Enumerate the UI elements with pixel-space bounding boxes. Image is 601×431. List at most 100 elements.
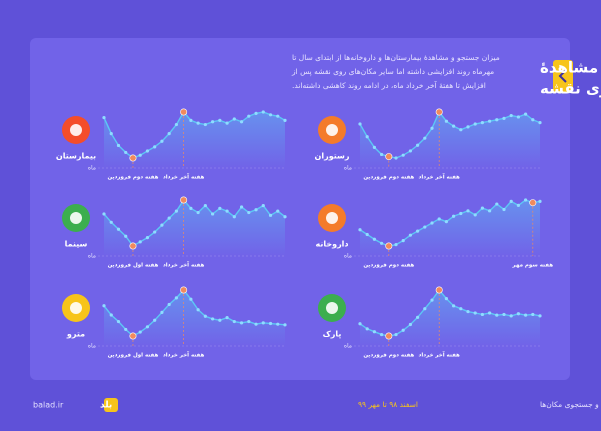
- point: [174, 209, 178, 213]
- x-tick-label: هفته آخر خرداد: [419, 351, 461, 359]
- x-tick-label: هفته آخر خرداد: [419, 173, 461, 181]
- area: [104, 290, 285, 346]
- point: [437, 217, 441, 221]
- point: [480, 121, 484, 125]
- point: [276, 114, 280, 118]
- point: [380, 152, 384, 157]
- point: [444, 297, 448, 301]
- point: [372, 145, 376, 149]
- back-button[interactable]: [553, 60, 573, 92]
- point: [416, 229, 420, 233]
- axis-label: ماه: [88, 343, 96, 350]
- point: [444, 220, 448, 224]
- point: [211, 120, 215, 124]
- point: [124, 150, 128, 155]
- x-tick-label: هفته آخر خرداد: [163, 351, 205, 359]
- point: [232, 215, 236, 219]
- highlight-point: [385, 153, 393, 161]
- point: [473, 311, 477, 315]
- point: [218, 206, 222, 210]
- point: [394, 156, 398, 160]
- point: [358, 228, 362, 232]
- chart-label: سینما: [65, 240, 88, 249]
- point: [401, 328, 405, 332]
- point: [196, 121, 200, 125]
- point: [116, 227, 121, 231]
- description-line: افزایش تا هفتهٔ آخر خرداد ماه، در ادامه …: [292, 80, 486, 90]
- description-line: میزان جستجو و مشاهدهٔ بیمارستان‌ها و دار…: [292, 53, 500, 62]
- point: [145, 325, 150, 329]
- area: [104, 112, 285, 168]
- highlight-point: [180, 108, 188, 116]
- point: [480, 312, 484, 317]
- point: [524, 112, 528, 116]
- point: [160, 223, 164, 227]
- point: [480, 206, 484, 210]
- title-line: روند هفتگی جستجو و مشاهدهٔ: [540, 59, 601, 77]
- point: [145, 149, 150, 153]
- point: [459, 307, 463, 311]
- point: [423, 307, 427, 311]
- point: [254, 208, 258, 212]
- point: [218, 318, 222, 322]
- point: [247, 114, 251, 118]
- chart-label: پارک: [323, 330, 342, 339]
- point: [174, 122, 178, 127]
- point: [232, 117, 236, 121]
- point: [524, 198, 528, 202]
- title-line: برخی مکان‌های پربازدید روی نقشه: [540, 80, 601, 99]
- point: [239, 205, 244, 209]
- highlight-point: [129, 154, 137, 162]
- highlight-point: [129, 242, 137, 250]
- point: [358, 322, 362, 326]
- point: [211, 212, 215, 216]
- chart-label: بیمارستان: [56, 152, 96, 161]
- point: [283, 118, 287, 122]
- x-tick-label: هفته آخر خرداد: [163, 173, 205, 181]
- point: [138, 330, 142, 334]
- point: [538, 121, 542, 125]
- point: [225, 316, 229, 320]
- highlight-point: [435, 108, 443, 116]
- point: [380, 332, 384, 337]
- chart-label: مترو: [66, 330, 85, 339]
- highlight-point: [385, 332, 393, 340]
- point: [160, 310, 164, 314]
- brand: بلد: [100, 401, 112, 411]
- axis-label: ماه: [88, 165, 96, 172]
- point: [502, 312, 506, 317]
- point: [153, 318, 157, 322]
- point: [153, 230, 157, 234]
- highlight-point: [180, 196, 188, 204]
- x-tick-label: هفته آخر خرداد: [163, 261, 205, 269]
- point: [473, 213, 477, 217]
- x-tick-label: هفته دوم فروردین: [108, 175, 159, 181]
- point: [358, 122, 362, 126]
- point: [452, 124, 456, 128]
- point: [211, 317, 215, 321]
- point: [495, 118, 499, 122]
- point: [102, 115, 106, 120]
- point: [430, 126, 434, 130]
- point: [444, 119, 448, 123]
- point: [189, 297, 193, 301]
- icon-inner: [326, 302, 338, 314]
- point: [502, 207, 506, 212]
- point: [247, 319, 251, 324]
- point: [459, 211, 463, 216]
- point: [394, 243, 398, 247]
- point: [247, 210, 251, 215]
- point: [365, 232, 369, 237]
- point: [174, 296, 178, 300]
- point: [473, 122, 477, 126]
- point: [116, 319, 121, 324]
- icon-inner: [70, 302, 82, 314]
- point: [145, 236, 150, 240]
- point: [261, 110, 265, 114]
- point: [196, 210, 200, 215]
- point: [225, 209, 229, 213]
- point: [124, 327, 128, 332]
- point: [124, 234, 128, 238]
- point: [196, 308, 200, 312]
- point: [268, 113, 273, 117]
